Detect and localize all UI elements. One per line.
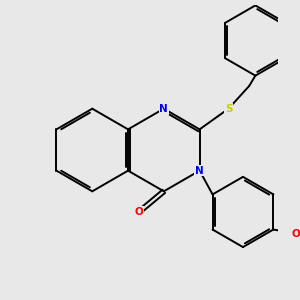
- Text: N: N: [159, 104, 168, 114]
- Text: N: N: [195, 166, 204, 176]
- Text: S: S: [225, 104, 232, 114]
- Text: O: O: [292, 229, 300, 239]
- Text: O: O: [135, 207, 143, 217]
